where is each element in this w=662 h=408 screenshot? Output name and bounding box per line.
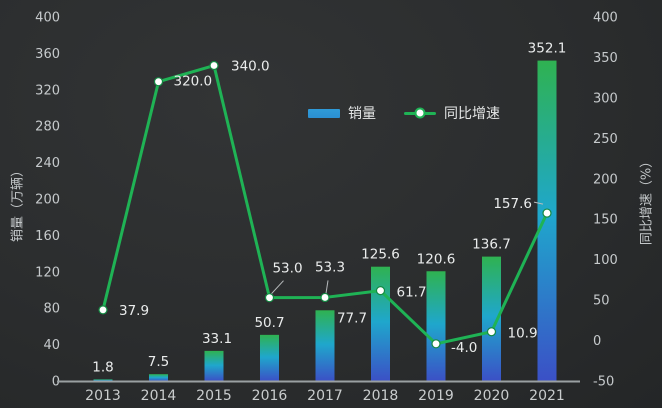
right-axis-tick: 100	[593, 253, 618, 268]
right-axis-tick: 400	[593, 11, 618, 26]
growth-label-2019: -4.0	[451, 340, 477, 356]
line-swatch-icon	[404, 107, 436, 119]
x-axis-label-2021: 2021	[529, 388, 565, 404]
legend-item-sales[interactable]: 销量	[308, 103, 376, 123]
right-axis-tick: 350	[593, 51, 618, 66]
x-axis-label-2014: 2014	[141, 388, 177, 404]
left-axis-tick: 200	[35, 193, 60, 208]
left-axis-title: 销量（万辆）	[10, 163, 26, 243]
growth-label-2017: 53.3	[315, 259, 345, 275]
x-axis-label-2013: 2013	[85, 388, 121, 404]
right-axis-tick: 250	[593, 132, 618, 147]
sales-label-2016: 50.7	[254, 315, 284, 331]
left-axis-tick: 0	[52, 375, 60, 390]
right-axis-tick: 200	[593, 172, 618, 187]
left-axis-tick: 120	[35, 265, 60, 280]
line-point-2019[interactable]	[431, 339, 441, 349]
left-axis-tick: 360	[35, 47, 60, 62]
growth-label-2014: 320.0	[174, 74, 213, 90]
sales-label-2017: 77.7	[337, 310, 367, 326]
x-axis-label-2018: 2018	[363, 388, 399, 404]
line-point-2021[interactable]	[542, 208, 552, 218]
growth-label-2015: 340.0	[231, 59, 270, 75]
left-axis-tick: 160	[35, 229, 60, 244]
legend-item-growth[interactable]: 同比增速	[404, 103, 500, 123]
label-leader-line	[533, 201, 544, 205]
left-axis-tick: 40	[43, 338, 60, 353]
left-axis-tick: 240	[35, 156, 60, 171]
bar-2018[interactable]	[371, 266, 390, 381]
bar-2019[interactable]	[426, 271, 446, 381]
bar-swatch-icon	[308, 108, 340, 118]
bar-2021[interactable]	[537, 60, 557, 382]
label-leader-line	[325, 280, 329, 294]
right-axis-tick: -50	[593, 375, 614, 390]
x-axis-label-2017: 2017	[307, 388, 343, 404]
line-point-2015[interactable]	[209, 60, 219, 71]
line-point-2016[interactable]	[264, 293, 275, 303]
x-axis-label-2020: 2020	[474, 388, 510, 404]
bar-2017[interactable]	[315, 310, 335, 381]
sales-label-2020: 136.7	[472, 237, 511, 253]
line-point-2017[interactable]	[320, 292, 330, 303]
x-axis-label-2015: 2015	[196, 388, 232, 404]
left-axis-tick: 400	[35, 11, 60, 26]
right-axis-tick: 0	[593, 334, 601, 349]
legend: 销量 同比增速	[308, 103, 500, 123]
left-axis-tick: 80	[43, 302, 60, 317]
line-point-2018[interactable]	[375, 286, 386, 296]
sales-label-2013: 1.8	[92, 359, 113, 375]
growth-label-2013: 37.9	[119, 303, 149, 319]
sales-label-2015: 33.1	[202, 331, 232, 347]
bar-2013[interactable]	[93, 379, 113, 381]
sales-label-2019: 120.6	[417, 251, 456, 267]
growth-label-2020: 10.9	[508, 326, 538, 342]
bar-2020[interactable]	[482, 256, 501, 381]
legend-label-growth: 同比增速	[444, 106, 500, 122]
growth-label-2021: 157.6	[493, 196, 532, 212]
sales-label-2014: 7.5	[148, 354, 169, 370]
sales-label-2018: 125.6	[361, 247, 400, 263]
line-point-2014[interactable]	[153, 77, 164, 87]
right-axis-tick: 150	[593, 213, 618, 228]
left-axis-tick: 320	[35, 83, 60, 98]
bar-2015[interactable]	[204, 350, 224, 381]
growth-label-2016: 53.0	[272, 261, 302, 277]
right-axis-title: 同比增速（%）	[639, 154, 655, 246]
bar-2014[interactable]	[149, 374, 168, 381]
legend-label-sales: 销量	[348, 106, 376, 122]
growth-label-2018: 61.7	[397, 285, 427, 301]
left-axis-tick: 280	[35, 120, 60, 135]
line-point-2013[interactable]	[98, 305, 108, 315]
right-axis-tick: 300	[593, 91, 618, 106]
label-leader-line	[271, 280, 284, 295]
bar-2016[interactable]	[260, 334, 279, 381]
x-axis-label-2016: 2016	[252, 388, 288, 404]
x-axis-label-2019: 2019	[418, 388, 454, 404]
sales-label-2021: 352.1	[528, 41, 567, 57]
right-axis-tick: 50	[593, 294, 610, 309]
line-point-2020[interactable]	[486, 327, 497, 337]
